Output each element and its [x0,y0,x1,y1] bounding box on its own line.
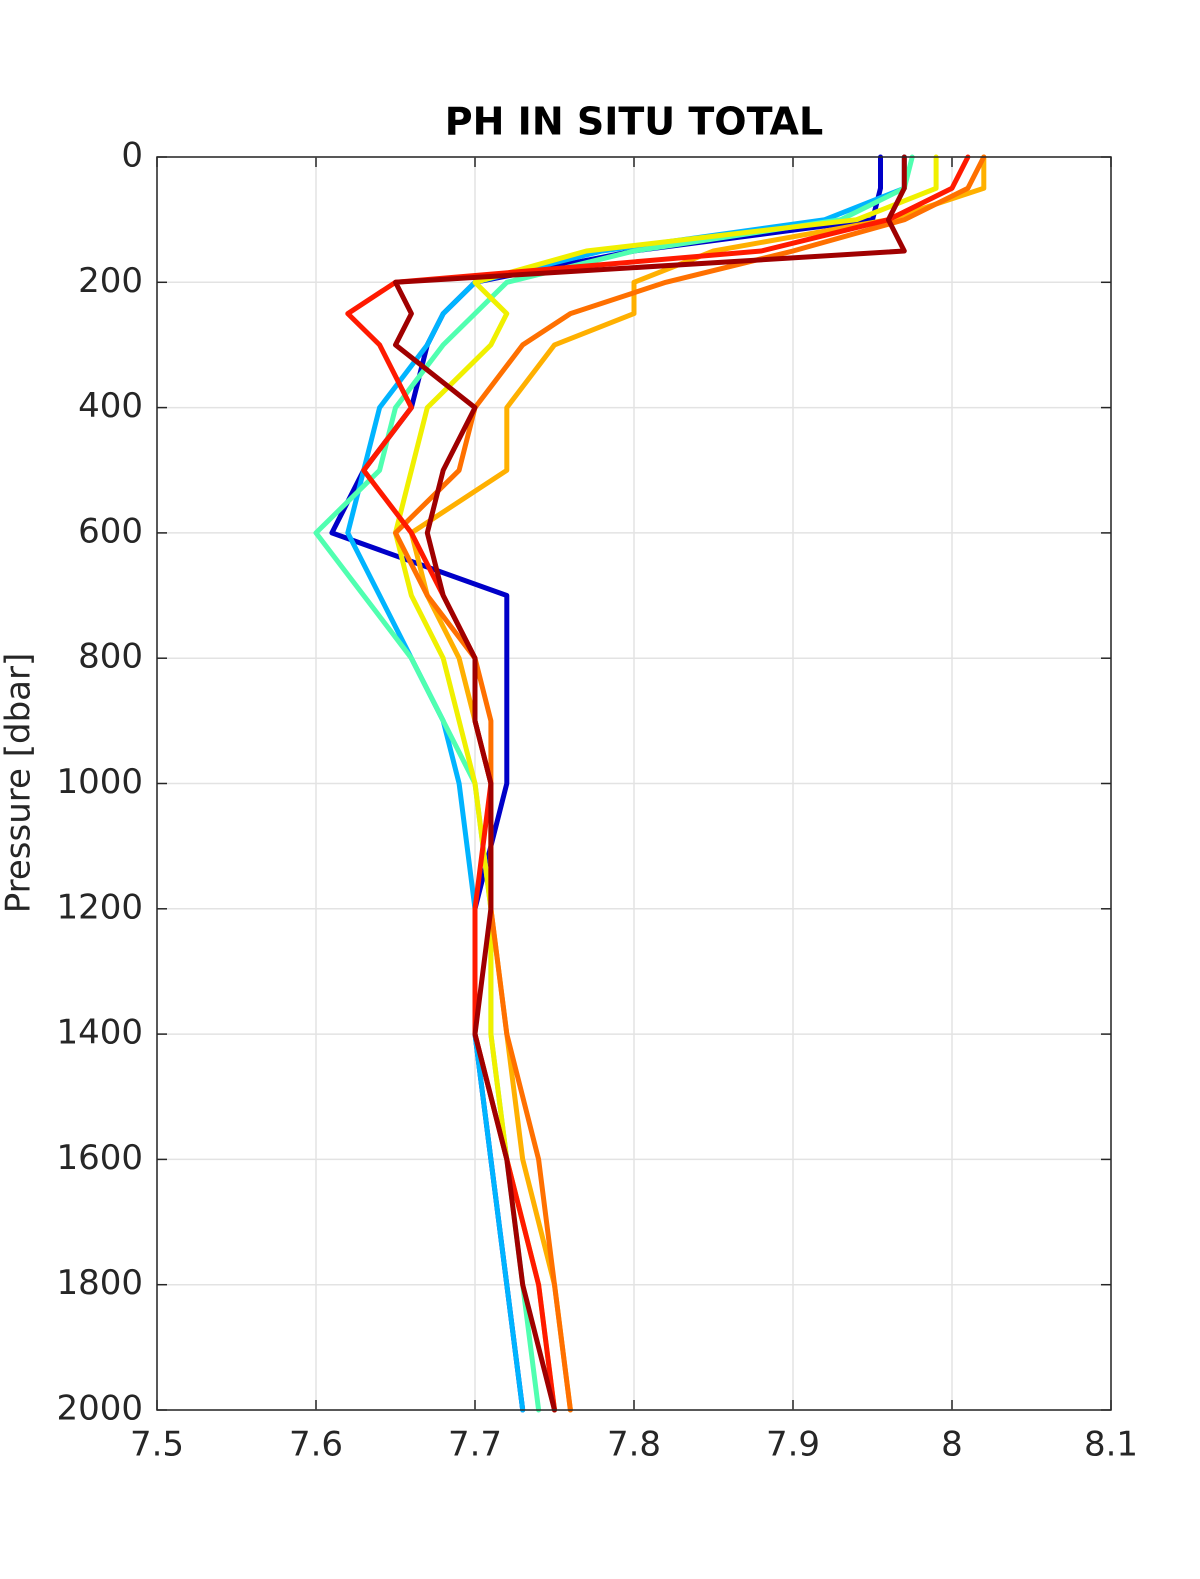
x-tick-label: 7.8 [607,1425,661,1465]
y-tick-label: 400 [78,386,143,426]
x-tick-label: 7.7 [448,1425,502,1465]
y-tick-label: 1600 [56,1138,143,1178]
y-tick-label: 1800 [56,1263,143,1303]
y-tick-label: 1400 [56,1013,143,1053]
profile-line [393,154,987,1413]
x-tick-label: 7.6 [289,1425,343,1465]
plot-frame [156,156,1112,1411]
x-tick-label: 8 [941,1425,963,1465]
y-tick-label: 1000 [56,762,143,802]
x-tick-label: 8.1 [1084,1425,1138,1465]
profile-line [393,154,907,1413]
y-tick-label: 600 [78,511,143,551]
y-tick-label: 1200 [56,887,143,927]
x-tick-label: 7.5 [130,1425,184,1465]
y-tick-label: 200 [78,261,143,301]
y-axis-label: Pressure [dbar] [0,653,39,914]
chart-title: PH IN SITU TOTAL [445,100,823,144]
y-tick-label: 800 [78,637,143,677]
y-tick-label: 2000 [56,1389,143,1429]
x-tick-label: 7.9 [766,1425,820,1465]
y-tick-label: 0 [121,136,143,176]
